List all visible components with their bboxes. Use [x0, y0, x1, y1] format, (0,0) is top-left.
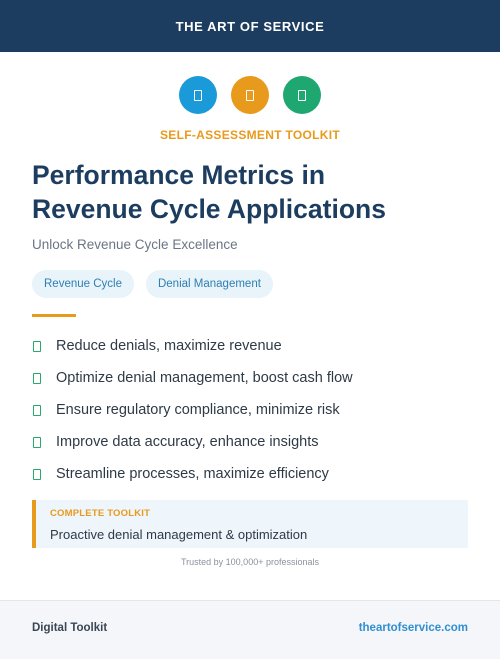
list-item: Ensure regulatory compliance, minimize r…	[32, 394, 472, 426]
footer-label: Digital Toolkit	[32, 622, 108, 634]
list-item: Improve data accuracy, enhance insights	[32, 426, 472, 458]
footer-bar: Digital Toolkit theartofservice.com	[0, 600, 500, 659]
benefit-list: Reduce denials, maximize revenue Optimiz…	[32, 330, 472, 490]
header-bar: THE ART OF SERVICE	[0, 0, 500, 52]
benefit-text: Reduce denials, maximize revenue	[56, 338, 282, 354]
check-icon	[33, 436, 41, 448]
benefit-text: Optimize denial management, boost cash f…	[56, 370, 353, 386]
check-icon	[33, 372, 41, 384]
callout-label: COMPLETE TOOLKIT	[50, 508, 151, 519]
document-icon	[283, 76, 321, 114]
title-line-2: Revenue Cycle Applications	[32, 194, 386, 224]
list-item: Optimize denial management, boost cash f…	[32, 362, 472, 394]
benefit-text: Ensure regulatory compliance, minimize r…	[56, 402, 340, 418]
benefit-text: Streamline processes, maximize efficienc…	[56, 466, 329, 482]
trusted-note: Trusted by 100,000+ professionals	[180, 557, 319, 567]
page-title: Performance Metrics in Revenue Cycle App…	[32, 158, 472, 226]
tag-denial-management: Denial Management	[145, 270, 273, 298]
document-icon	[231, 76, 269, 114]
website-link[interactable]: theartofservice.com	[358, 622, 468, 634]
tag-list: Revenue Cycle Denial Management	[32, 270, 273, 298]
brand-name: THE ART OF SERVICE	[175, 18, 325, 34]
check-icon	[33, 340, 41, 352]
kicker-label: SELF-ASSESSMENT TOOLKIT	[159, 128, 341, 142]
icon-row	[0, 76, 500, 114]
benefit-text: Improve data accuracy, enhance insights	[56, 434, 319, 450]
callout-text: Proactive denial management & optimizati…	[50, 527, 308, 542]
complete-toolkit-callout: COMPLETE TOOLKIT Proactive denial manage…	[32, 500, 468, 548]
list-item: Reduce denials, maximize revenue	[32, 330, 472, 362]
list-item: Streamline processes, maximize efficienc…	[32, 458, 472, 490]
check-icon	[33, 404, 41, 416]
document-icon	[179, 76, 217, 114]
tag-revenue-cycle: Revenue Cycle	[32, 270, 134, 298]
check-icon	[33, 468, 41, 480]
title-line-1: Performance Metrics in	[32, 160, 326, 190]
accent-divider	[32, 314, 76, 317]
subtitle: Unlock Revenue Cycle Excellence	[32, 237, 238, 252]
